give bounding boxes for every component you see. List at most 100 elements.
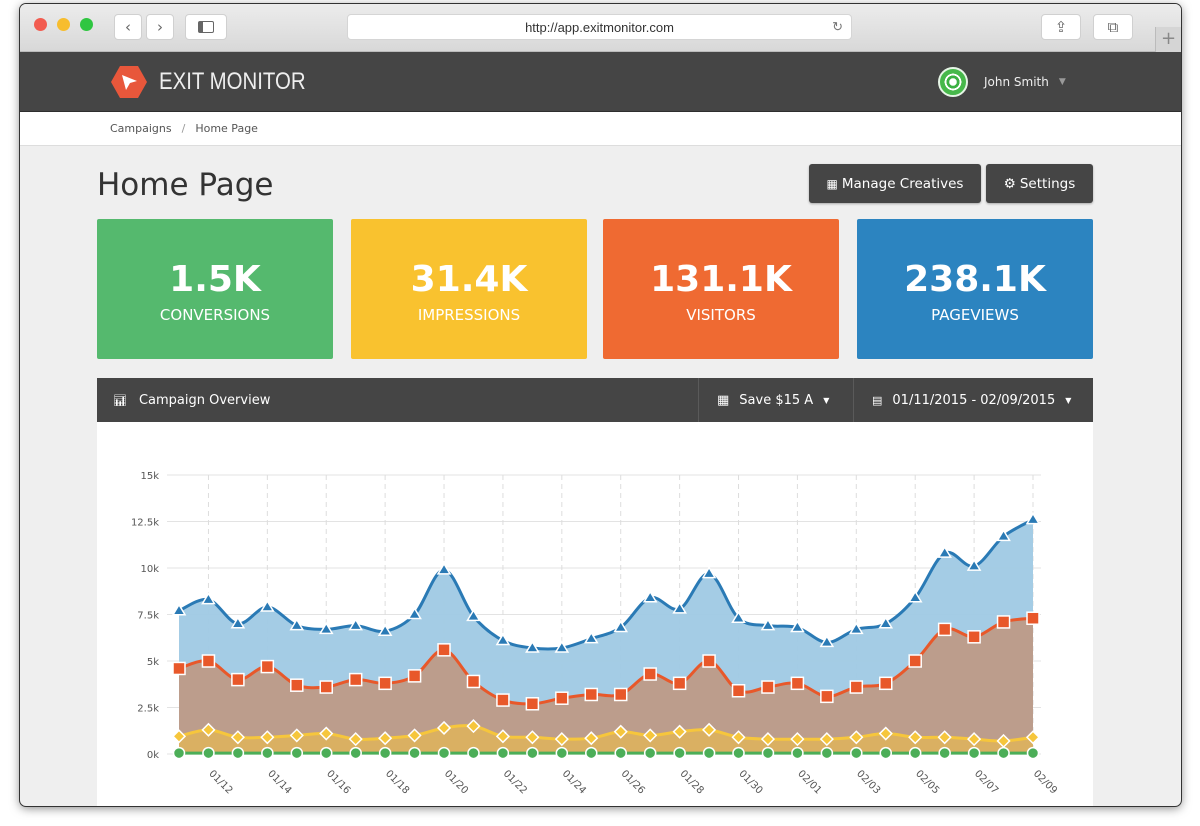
x-tick-label: 02/03 — [854, 768, 882, 796]
data-point-diamond — [554, 732, 569, 747]
user-name: John Smith — [984, 75, 1049, 89]
panel-header: 📊︎ Campaign Overview ▦ Save $15 A ▼ ▤ 01/11/… — [97, 378, 1093, 422]
data-point-diamond — [495, 729, 510, 744]
zoom-window-button[interactable] — [80, 18, 93, 31]
data-point-diamond — [436, 720, 452, 736]
data-point-square — [908, 654, 922, 668]
data-point-square — [231, 672, 245, 687]
sidebar-button[interactable] — [185, 14, 227, 40]
back-button[interactable]: ‹ — [114, 14, 142, 40]
x-tick-label: 01/14 — [265, 768, 293, 796]
data-point-square — [319, 680, 333, 694]
data-point-diamond — [613, 724, 628, 739]
exit-monitor-logo-icon — [111, 66, 147, 98]
data-point-triangle — [937, 545, 952, 558]
manage-creatives-label: Manage Creatives — [841, 175, 964, 192]
manage-creatives-button[interactable]: ▦ Manage Creatives — [809, 164, 981, 203]
data-point-circle — [702, 746, 716, 760]
data-point-triangle — [436, 562, 452, 575]
y-tick-label: 0k — [147, 750, 159, 761]
data-point-triangle — [466, 608, 481, 622]
x-tick-label: 01/26 — [619, 768, 647, 796]
y-tick-label: 5k — [147, 657, 159, 668]
stat-label: VISITORS — [686, 306, 756, 324]
data-point-square — [731, 684, 746, 698]
data-point-triangle — [613, 620, 629, 633]
chevron-left-icon: ‹ — [125, 18, 131, 36]
minimize-window-button[interactable] — [57, 18, 70, 31]
data-point-square — [172, 661, 186, 676]
address-bar[interactable]: http://app.exitmonitor.com ↻ — [347, 14, 852, 40]
stat-value: 1.5K — [169, 259, 261, 300]
share-button[interactable]: ⇪ — [1041, 14, 1081, 40]
data-point-circle — [202, 746, 215, 760]
data-point-triangle — [760, 618, 776, 631]
data-point-square — [643, 667, 657, 681]
bar-chart-icon: 📊︎ — [113, 394, 127, 407]
y-tick-label: 12.5k — [131, 518, 159, 529]
data-point-triangle — [907, 590, 923, 603]
data-point-circle — [879, 746, 893, 760]
data-point-square — [761, 680, 775, 694]
data-point-diamond — [1025, 730, 1041, 745]
data-point-square — [466, 674, 481, 689]
brand-logo[interactable]: EXIT MONITOR — [111, 66, 331, 98]
data-point-diamond — [790, 732, 805, 747]
x-tick-label: 01/18 — [383, 768, 411, 796]
sidebar-icon — [198, 21, 214, 33]
data-point-triangle — [701, 566, 717, 579]
data-point-square — [348, 672, 363, 687]
data-point-diamond — [760, 732, 776, 747]
data-point-circle — [1026, 746, 1040, 760]
y-tick-label: 7.5k — [137, 611, 159, 622]
data-point-square — [1026, 611, 1040, 625]
date-range-picker[interactable]: ▤ 01/11/2015 - 02/09/2015 ▼ — [853, 378, 1093, 422]
stat-label: CONVERSIONS — [159, 306, 271, 324]
data-point-diamond — [378, 731, 393, 746]
x-tick-label: 02/09 — [1031, 768, 1059, 796]
data-point-square — [849, 680, 864, 694]
data-point-circle — [496, 746, 510, 760]
data-point-diamond — [819, 732, 834, 747]
data-point-triangle — [407, 607, 422, 620]
data-point-square — [996, 615, 1011, 629]
user-menu[interactable]: John Smith ▼ — [938, 67, 1066, 97]
x-tick-label: 01/28 — [677, 768, 705, 796]
data-point-triangle — [848, 621, 864, 635]
campaign-dropdown[interactable]: ▦ Save $15 A ▼ — [698, 378, 853, 422]
data-point-diamond — [201, 722, 216, 737]
series-area — [179, 725, 1033, 754]
x-tick-label: 02/05 — [913, 768, 941, 796]
stat-card-pageviews: 238.1K PAGEVIEWS — [857, 219, 1093, 359]
data-point-diamond — [937, 730, 952, 745]
data-point-square — [967, 630, 981, 644]
data-point-circle — [261, 746, 274, 760]
reload-icon[interactable]: ↻ — [832, 19, 843, 34]
x-tick-label: 01/20 — [442, 768, 470, 796]
data-point-diamond — [849, 730, 864, 745]
data-point-circle — [761, 746, 775, 760]
new-tab-button[interactable]: + — [1155, 27, 1181, 52]
data-point-diamond — [525, 730, 540, 745]
y-tick-label: 2.5k — [137, 704, 159, 715]
settings-button[interactable]: ⚙ Settings — [986, 164, 1093, 203]
data-point-circle — [408, 746, 421, 760]
data-point-square — [937, 622, 952, 637]
breadcrumb-campaigns[interactable]: Campaigns — [110, 122, 172, 135]
data-point-triangle — [377, 623, 393, 636]
data-point-square — [201, 654, 216, 668]
breadcrumb-current: Home Page — [195, 122, 258, 135]
data-point-square — [613, 687, 628, 702]
data-point-square — [260, 659, 275, 674]
stat-value: 238.1K — [904, 259, 1046, 300]
browser-window: ‹ › http://app.exitmonitor.com ↻ ⇪ ⧉ + EX… — [20, 4, 1181, 806]
tabs-button[interactable]: ⧉ — [1093, 14, 1133, 40]
x-tick-label: 02/07 — [972, 768, 1000, 796]
campaign-value: Save $15 A — [739, 392, 814, 408]
close-window-button[interactable] — [34, 18, 47, 31]
data-point-circle — [732, 746, 745, 760]
forward-button[interactable]: › — [146, 14, 174, 40]
data-point-diamond — [908, 730, 923, 745]
navbar: EXIT MONITOR John Smith ▼ — [20, 52, 1181, 112]
campaign-overview-chart: 0k 2.5k 5k 7.5k 10k 12.5k 15k 01/12 01/14 01/16 01… — [97, 422, 1093, 806]
